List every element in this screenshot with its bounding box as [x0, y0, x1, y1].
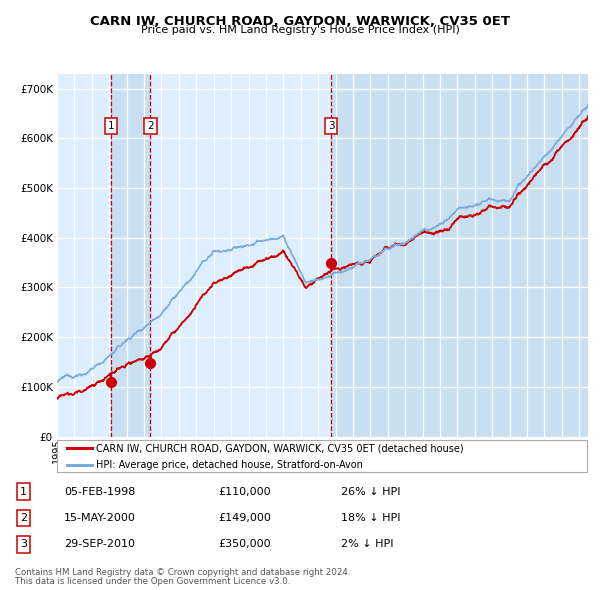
- Text: 3: 3: [328, 122, 334, 132]
- Text: £110,000: £110,000: [218, 487, 271, 497]
- Bar: [111, 74, 151, 437]
- Text: 1: 1: [107, 122, 114, 132]
- Text: 2: 2: [147, 122, 154, 132]
- Text: 18% ↓ HPI: 18% ↓ HPI: [341, 513, 400, 523]
- Bar: [331, 74, 588, 437]
- Text: 2% ↓ HPI: 2% ↓ HPI: [341, 539, 393, 549]
- Text: CARN IW, CHURCH ROAD, GAYDON, WARWICK, CV35 0ET: CARN IW, CHURCH ROAD, GAYDON, WARWICK, C…: [90, 15, 510, 28]
- Text: 26% ↓ HPI: 26% ↓ HPI: [341, 487, 400, 497]
- Text: £149,000: £149,000: [218, 513, 271, 523]
- Text: 2: 2: [20, 513, 27, 523]
- Text: This data is licensed under the Open Government Licence v3.0.: This data is licensed under the Open Gov…: [15, 577, 290, 586]
- Text: 29-SEP-2010: 29-SEP-2010: [64, 539, 135, 549]
- FancyBboxPatch shape: [57, 440, 587, 473]
- Text: 05-FEB-1998: 05-FEB-1998: [64, 487, 136, 497]
- Text: 3: 3: [20, 539, 27, 549]
- Text: Price paid vs. HM Land Registry's House Price Index (HPI): Price paid vs. HM Land Registry's House …: [140, 25, 460, 35]
- Text: 1: 1: [20, 487, 27, 497]
- Text: £350,000: £350,000: [218, 539, 271, 549]
- Text: HPI: Average price, detached house, Stratford-on-Avon: HPI: Average price, detached house, Stra…: [96, 460, 362, 470]
- Text: CARN IW, CHURCH ROAD, GAYDON, WARWICK, CV35 0ET (detached house): CARN IW, CHURCH ROAD, GAYDON, WARWICK, C…: [96, 443, 463, 453]
- Text: Contains HM Land Registry data © Crown copyright and database right 2024.: Contains HM Land Registry data © Crown c…: [15, 568, 350, 576]
- Text: 15-MAY-2000: 15-MAY-2000: [64, 513, 136, 523]
